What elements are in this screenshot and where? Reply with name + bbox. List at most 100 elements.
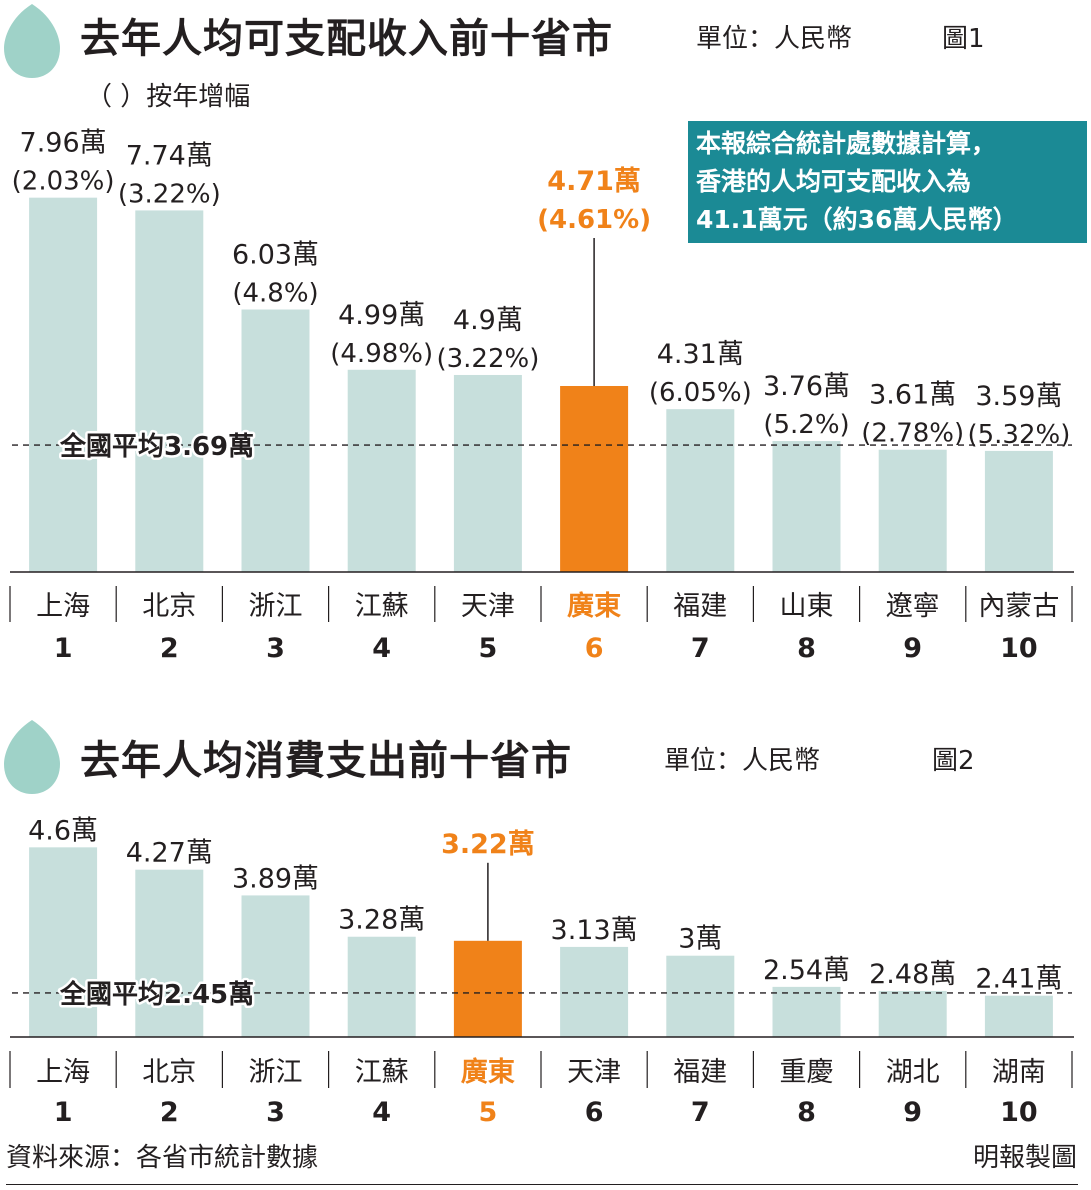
hong-kong-note-box: 本報綜合統計處數據計算， 香港的人均可支配收入為 41.1萬元（約36萬人民幣） xyxy=(688,121,1087,243)
chart2-title: 去年人均消費支出前十省市 xyxy=(80,737,572,784)
bar-廣東 xyxy=(560,385,629,572)
category-label: 江蘇 xyxy=(355,591,409,622)
credit: 明報製圖 xyxy=(972,1143,1077,1173)
rank-label: 3 xyxy=(266,1097,285,1128)
bar-福建 xyxy=(666,409,735,572)
growth-label: (5.2%) xyxy=(763,410,849,440)
average-label: 全國平均2.45萬 xyxy=(59,979,254,1010)
bar-浙江 xyxy=(241,309,310,572)
bar-天津 xyxy=(560,946,629,1037)
category-label: 廣東 xyxy=(567,591,621,622)
bar-湖北 xyxy=(878,990,947,1037)
bar-內蒙古 xyxy=(984,450,1053,572)
rank-label: 1 xyxy=(54,1097,73,1128)
bar-上海 xyxy=(29,197,98,573)
category-label: 遼寧 xyxy=(886,591,940,622)
teardrop-icon xyxy=(4,4,60,78)
rank-label: 7 xyxy=(691,1097,710,1128)
category-label: 上海 xyxy=(36,1057,90,1088)
chart1-legend: （ ）按年增幅 xyxy=(86,82,251,112)
rank-label: 5 xyxy=(479,1097,498,1128)
value-label: 3.89萬 xyxy=(232,863,319,894)
category-label: 天津 xyxy=(567,1057,621,1088)
value-label: 2.41萬 xyxy=(975,964,1062,995)
category-label: 福建 xyxy=(673,1057,727,1088)
bar-重慶 xyxy=(772,986,841,1037)
data-source: 資料來源：各省市統計數據 xyxy=(6,1143,319,1173)
value-label: 3萬 xyxy=(678,924,722,955)
category-label: 山東 xyxy=(780,591,834,622)
bar-廣東 xyxy=(453,940,522,1037)
bar-北京 xyxy=(135,210,204,572)
value-label: 4.6萬 xyxy=(28,815,98,846)
rank-label: 7 xyxy=(691,633,710,664)
rank-label: 6 xyxy=(585,1097,604,1128)
category-label: 重慶 xyxy=(780,1057,834,1088)
value-label: 3.59萬 xyxy=(975,381,1062,412)
rank-label: 6 xyxy=(585,633,604,664)
growth-label: (2.03%) xyxy=(12,167,115,197)
rank-label: 8 xyxy=(797,633,816,664)
rank-label: 9 xyxy=(903,633,922,664)
category-label: 浙江 xyxy=(249,591,303,622)
bar-遼寧 xyxy=(878,449,947,572)
value-label: 2.48萬 xyxy=(869,959,956,990)
growth-label: (4.8%) xyxy=(232,279,318,309)
value-label: 3.28萬 xyxy=(338,905,425,936)
rank-label: 9 xyxy=(903,1097,922,1128)
bar-浙江 xyxy=(241,895,310,1037)
value-label: 4.31萬 xyxy=(657,339,744,370)
value-label: 3.76萬 xyxy=(763,371,850,402)
rank-label: 1 xyxy=(54,633,73,664)
note-line-3: 41.1萬元（約36萬人民幣） xyxy=(696,205,1018,234)
rank-label: 5 xyxy=(479,633,498,664)
growth-label: (3.22%) xyxy=(436,344,539,374)
bar-山東 xyxy=(772,441,841,572)
category-label: 天津 xyxy=(461,591,515,622)
value-label: 4.99萬 xyxy=(338,300,425,331)
value-label: 4.9萬 xyxy=(453,305,523,336)
bar-江蘇 xyxy=(347,369,416,572)
value-label: 4.71萬 xyxy=(547,166,641,197)
growth-label: (4.98%) xyxy=(330,339,433,369)
value-label: 7.74萬 xyxy=(126,140,213,171)
value-label: 2.54萬 xyxy=(763,955,850,986)
chart1-title: 去年人均可支配收入前十省市 xyxy=(80,15,613,62)
rank-label: 10 xyxy=(1000,1097,1038,1128)
value-label: 4.27萬 xyxy=(126,838,213,869)
note-line-2: 香港的人均可支配收入為 xyxy=(696,167,972,196)
category-label: 內蒙古 xyxy=(978,591,1059,622)
category-label: 廣東 xyxy=(461,1057,515,1088)
value-label: 3.22萬 xyxy=(441,829,535,860)
growth-label: (2.78%) xyxy=(861,419,964,449)
rank-label: 2 xyxy=(160,633,179,664)
value-label: 3.61萬 xyxy=(869,380,956,411)
growth-label: (3.22%) xyxy=(118,179,221,209)
value-label: 6.03萬 xyxy=(232,240,319,271)
bar-福建 xyxy=(666,955,735,1037)
chart2-unit: 單位：人民幣 xyxy=(664,746,821,776)
category-label: 湖北 xyxy=(886,1057,940,1088)
value-label: 3.13萬 xyxy=(551,915,638,946)
growth-label: (4.61%) xyxy=(537,205,651,235)
teardrop-icon xyxy=(4,720,60,794)
bar-湖南 xyxy=(984,995,1053,1037)
rank-label: 3 xyxy=(266,633,285,664)
category-label: 湖南 xyxy=(992,1057,1046,1088)
bottom-rule xyxy=(6,1184,1078,1185)
category-label: 福建 xyxy=(673,591,727,622)
bar-江蘇 xyxy=(347,936,416,1037)
rank-label: 4 xyxy=(372,1097,391,1128)
rank-label: 4 xyxy=(372,633,391,664)
category-label: 北京 xyxy=(142,591,196,622)
rank-label: 10 xyxy=(1000,633,1038,664)
rank-label: 2 xyxy=(160,1097,179,1128)
note-line-1: 本報綜合統計處數據計算， xyxy=(696,129,997,158)
chart1-unit: 單位：人民幣 xyxy=(696,24,853,54)
average-label: 全國平均3.69萬 xyxy=(59,431,254,462)
growth-label: (6.05%) xyxy=(649,378,752,408)
bar-天津 xyxy=(453,374,522,572)
